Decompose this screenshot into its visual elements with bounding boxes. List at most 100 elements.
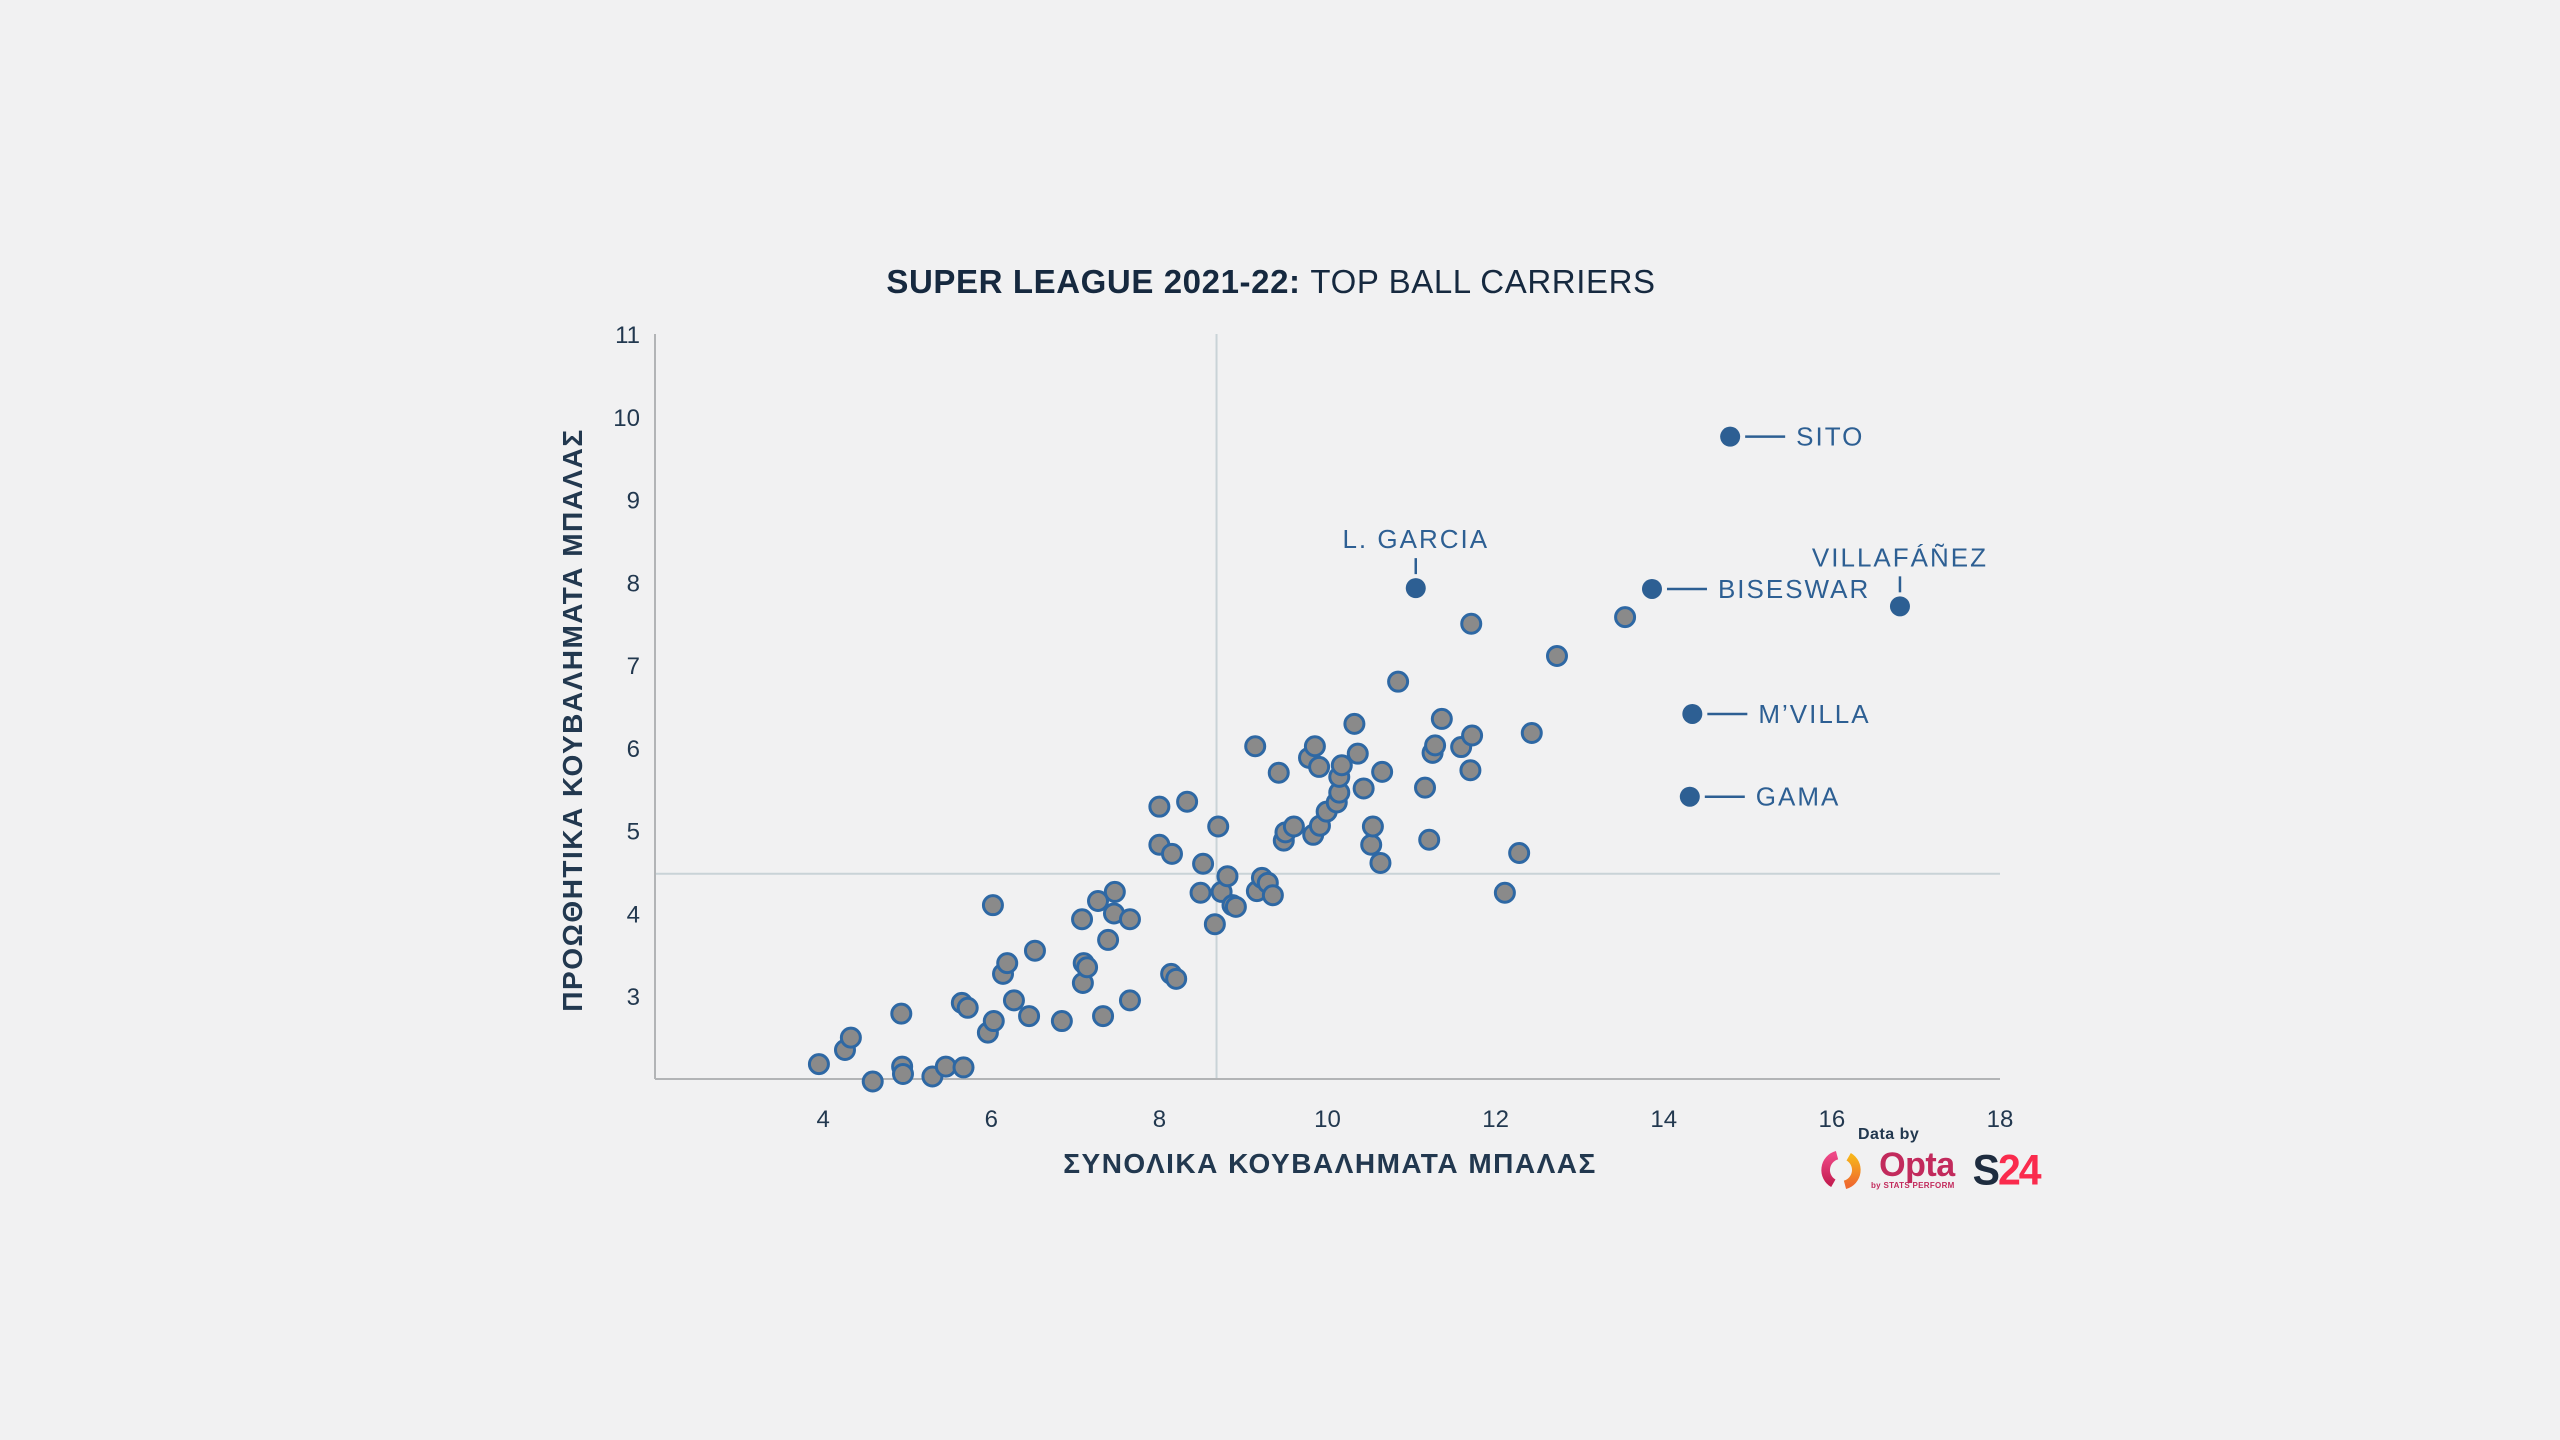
data-point (1308, 755, 1331, 778)
data-point (1165, 967, 1188, 990)
y-tick-label: 11 (615, 322, 640, 349)
s24-logo-s: S (1972, 1146, 2000, 1194)
player-point (1679, 786, 1700, 807)
data-point (1092, 1005, 1115, 1028)
data-point (1207, 815, 1230, 838)
data-point (981, 894, 1004, 917)
data-point (1002, 989, 1025, 1012)
data-point (1261, 884, 1284, 907)
y-tick-label: 6 (627, 736, 640, 763)
y-tick-label: 7 (627, 653, 640, 680)
player-point (1682, 703, 1703, 724)
player-label: L. GARCIA (1342, 524, 1489, 554)
data-point (1071, 908, 1094, 931)
data-point (1076, 956, 1099, 979)
player-point (1889, 596, 1910, 617)
chart-title-regular: TOP BALL CARRIERS (1310, 263, 1656, 300)
data-point (1303, 735, 1326, 758)
y-tick-label: 4 (627, 901, 640, 928)
x-tick-label: 16 (1819, 1106, 1846, 1133)
s24-logo-number: 24 (1997, 1146, 2042, 1194)
data-point (839, 1026, 862, 1049)
data-point (934, 1055, 957, 1078)
data-point (1244, 735, 1267, 758)
player-label: BISESWAR (1718, 574, 1870, 604)
chart-title-bold: SUPER LEAGUE 2021-22: (886, 263, 1301, 300)
data-point (1023, 939, 1046, 962)
y-tick-label: 3 (627, 984, 640, 1011)
data-point (1387, 670, 1410, 693)
data-point (890, 1002, 913, 1025)
data-point (1424, 734, 1447, 757)
x-tick-label: 18 (1987, 1106, 2014, 1133)
data-point (1361, 815, 1384, 838)
data-point (1545, 645, 1568, 668)
data-point (1192, 852, 1215, 875)
data-point (1418, 828, 1441, 851)
x-tick-label: 4 (816, 1106, 829, 1133)
player-label: GAMA (1756, 782, 1841, 812)
opta-wordmark: Opta (1879, 1146, 1955, 1184)
data-point (1330, 754, 1353, 777)
data-point (1614, 606, 1637, 629)
data-point (1176, 790, 1199, 813)
opta-logo-icon (1821, 1151, 1861, 1189)
logo-block: Data by Opta by STATS PERF (1818, 1126, 2048, 1193)
data-point (952, 1056, 975, 1079)
data-point (1430, 707, 1453, 730)
data-point (1189, 881, 1212, 904)
data-point (1050, 1010, 1073, 1033)
data-point (1160, 842, 1183, 865)
data-point (861, 1070, 884, 1093)
player-point (1720, 426, 1741, 447)
data-point (807, 1053, 830, 1076)
x-tick-label: 8 (1153, 1106, 1166, 1133)
data-point (1493, 881, 1516, 904)
chart-title: SUPER LEAGUE 2021-22: TOP BALL CARRIERS (886, 263, 1655, 301)
data-point (1352, 777, 1375, 800)
data-point (1371, 760, 1394, 783)
data-point (1103, 880, 1126, 903)
x-axis-title: ΣΥΝΟΛΙΚΑ ΚΟΥΒΑΛΗΜΑΤΑ ΜΠΑΛΑΣ (1063, 1148, 1597, 1179)
x-tick-label: 14 (1650, 1106, 1677, 1133)
data-point (1203, 913, 1226, 936)
data-point (1087, 890, 1110, 913)
data-point (1459, 759, 1482, 782)
data-point (1343, 712, 1366, 735)
data-point (891, 1063, 914, 1086)
data-point (1216, 865, 1239, 888)
data-point (982, 1010, 1005, 1033)
data-point (1520, 721, 1543, 744)
data-point (1461, 724, 1484, 747)
data-point (1097, 928, 1120, 951)
opta-sub-label: by STATS PERFORM (1871, 1181, 1955, 1190)
data-point (1018, 1005, 1041, 1028)
x-tick-label: 12 (1482, 1106, 1509, 1133)
x-tick-label: 10 (1314, 1106, 1341, 1133)
data-point (1267, 761, 1290, 784)
y-tick-label: 10 (613, 405, 640, 432)
y-axis-title: ΠΡΟΩΘΗΤΙΚΑ ΚΟΥΒΑΛΗΜΑΤΑ ΜΠΑΛΑΣ (557, 428, 588, 1011)
s24-logo: S24 (1972, 1146, 2042, 1194)
data-point (1224, 895, 1247, 918)
x-tick-label: 6 (985, 1106, 998, 1133)
data-point (1508, 842, 1531, 865)
data-point (1118, 989, 1141, 1012)
logo-row: Opta by STATS PERFORM S24 (1818, 1147, 2048, 1193)
data-point (956, 996, 979, 1019)
data-point (1414, 776, 1437, 799)
opta-wordmark-block: Opta by STATS PERFORM (1871, 1146, 1955, 1190)
player-point (1641, 578, 1662, 599)
y-tick-label: 5 (627, 819, 640, 846)
player-label: SITO (1796, 422, 1864, 452)
player-label: M’VILLA (1758, 699, 1870, 729)
data-point (996, 952, 1019, 975)
data-point (1369, 851, 1392, 874)
player-point (1405, 578, 1426, 599)
data-point (1148, 795, 1171, 818)
data-by-label: Data by (1858, 1126, 1920, 1143)
data-point (1346, 742, 1369, 765)
